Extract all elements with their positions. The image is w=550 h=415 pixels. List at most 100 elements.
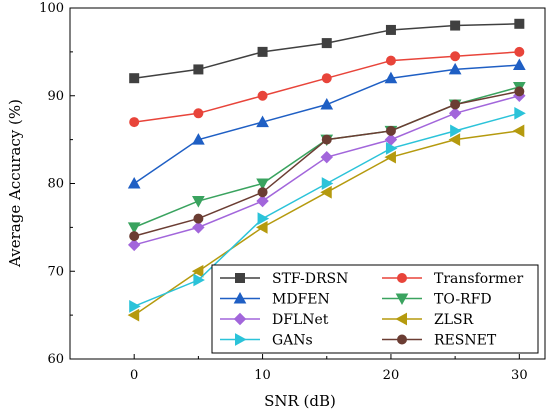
data-point-to-rfd [256, 178, 269, 191]
series-transformer [129, 46, 525, 128]
data-point-dflnet [256, 194, 269, 208]
legend-item-zlsr: ZLSR [382, 312, 474, 328]
legend-item-mdfen: MDFEN [220, 292, 330, 308]
legend-label: MDFEN [272, 292, 330, 308]
series-resnet [129, 86, 525, 242]
data-point-resnet [514, 86, 525, 97]
legend-marker [233, 291, 247, 304]
series-zlsr [127, 124, 525, 322]
series-line-stf-drsn [134, 23, 520, 79]
data-point-gans [193, 273, 205, 287]
data-point-mdfen [320, 97, 334, 110]
legend-item-gans: GANs [220, 333, 313, 349]
data-point-zlsr [256, 221, 268, 234]
data-point-to-rfd [127, 222, 141, 234]
data-point-transformer [257, 90, 268, 101]
data-point-gans [321, 177, 334, 190]
data-point-dflnet [192, 221, 205, 234]
data-point-dflnet [448, 107, 462, 120]
series-mdfen [127, 58, 526, 189]
series-line-resnet [133, 90, 520, 237]
data-point-gans [450, 124, 462, 138]
legend-item-stf-drsn: STF-DRSN [220, 271, 348, 287]
legend-item-transformer: Transformer [382, 271, 523, 287]
legend-label: TO-RFD [434, 292, 492, 308]
x-tick-label: 10 [254, 368, 271, 383]
legend-marker [235, 273, 245, 283]
data-point-stf-drsn [257, 46, 268, 57]
data-point-zlsr [384, 150, 396, 164]
data-point-stf-drsn [514, 18, 525, 29]
data-point-transformer [450, 51, 461, 62]
data-point-transformer [321, 73, 332, 84]
data-point-mdfen [127, 176, 141, 189]
series-line-dflnet [133, 95, 520, 246]
x-axis-title: SNR (dB) [264, 392, 336, 410]
data-point-dflnet [127, 238, 141, 252]
legend-item-dflnet: DFLNet [220, 312, 329, 328]
data-point-to-rfd [192, 196, 205, 208]
y-tick-label: 70 [47, 264, 64, 279]
legend-label: Transformer [434, 271, 523, 287]
legend-label: GANs [272, 333, 313, 349]
data-point-transformer [385, 55, 396, 66]
legend-marker [397, 273, 407, 283]
data-point-mdfen [256, 115, 269, 128]
data-point-gans [385, 142, 398, 155]
series-gans [129, 106, 526, 313]
x-tick-label: 0 [130, 368, 138, 383]
data-point-zlsr [191, 264, 204, 278]
series-stf-drsn [129, 18, 525, 84]
legend-label: DFLNet [272, 312, 329, 328]
data-point-transformer [129, 117, 140, 128]
data-point-stf-drsn [129, 73, 140, 84]
data-point-gans [257, 212, 270, 225]
data-point-transformer [514, 46, 525, 57]
series-dflnet [127, 89, 526, 252]
legend-marker [235, 333, 247, 346]
data-point-mdfen [512, 58, 526, 71]
x-tick-label: 30 [511, 368, 528, 383]
data-point-transformer [193, 108, 204, 119]
y-tick-label: 100 [39, 1, 64, 16]
axes: 0 10 20 30 60 70 80 90 100 [39, 1, 546, 383]
data-point-stf-drsn [193, 64, 204, 75]
data-point-mdfen [192, 133, 205, 145]
data-point-stf-drsn [321, 38, 332, 49]
legend-label: ZLSR [434, 312, 474, 328]
legend-item-resnet: RESNET [382, 333, 497, 349]
series-layer [127, 18, 526, 322]
data-point-mdfen [384, 71, 398, 84]
data-point-gans [514, 106, 526, 120]
data-point-resnet [385, 125, 396, 136]
y-tick-label: 80 [47, 177, 64, 192]
data-point-zlsr [448, 133, 461, 146]
data-point-zlsr [127, 308, 140, 322]
legend-label: RESNET [434, 333, 497, 349]
legend-box [211, 264, 539, 354]
data-point-zlsr [320, 185, 332, 199]
data-point-stf-drsn [450, 20, 461, 31]
data-point-zlsr [512, 124, 525, 138]
legend-item-to-rfd: TO-RFD [382, 292, 492, 308]
legend-marker [397, 334, 407, 345]
data-point-resnet [321, 134, 332, 145]
data-point-resnet [450, 99, 461, 110]
legend-marker [233, 312, 247, 326]
y-tick-label: 90 [47, 89, 64, 104]
data-point-mdfen [448, 62, 462, 75]
y-axis-title: Average Accuracy (%) [6, 99, 24, 268]
legend: STF-DRSN Transformer MDFEN TO-RFD DFLNet ZLSR… [211, 264, 539, 354]
data-point-dflnet [320, 150, 333, 164]
data-point-stf-drsn [385, 24, 396, 35]
data-point-gans [129, 300, 141, 313]
y-tick-label: 60 [47, 352, 64, 367]
data-point-resnet [129, 231, 140, 242]
x-tick-label: 20 [383, 368, 400, 383]
legend-label: STF-DRSN [272, 271, 348, 287]
data-point-resnet [193, 213, 204, 224]
legend-marker [395, 293, 409, 306]
data-point-resnet [257, 187, 268, 198]
